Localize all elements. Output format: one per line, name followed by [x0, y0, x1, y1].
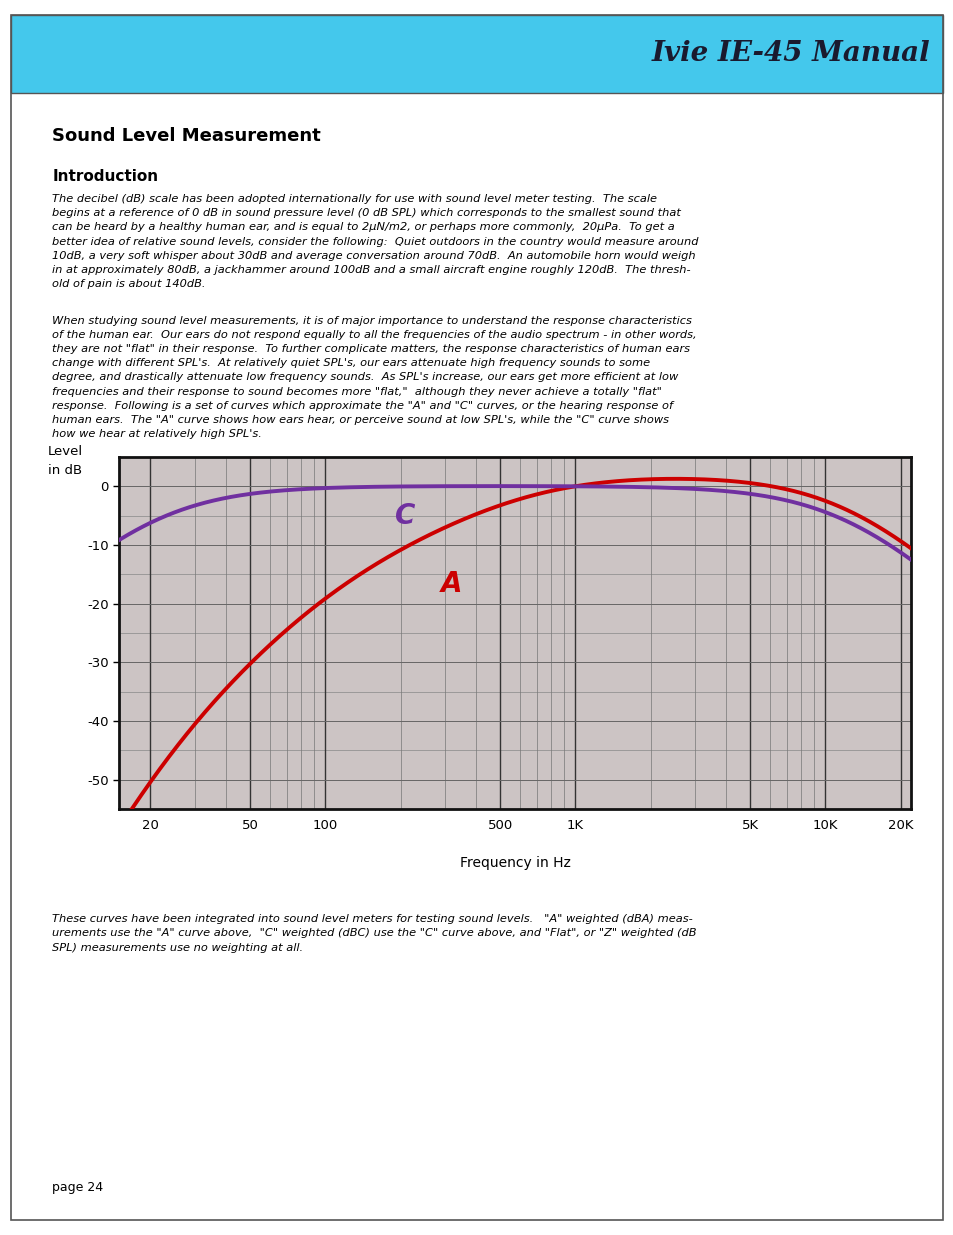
Text: Introduction: Introduction: [52, 169, 158, 184]
Text: begins at a reference of 0 dB in sound pressure level (0 dB SPL) which correspon: begins at a reference of 0 dB in sound p…: [52, 209, 680, 219]
Text: A: A: [440, 569, 462, 598]
Text: SPL) measurements use no weighting at all.: SPL) measurements use no weighting at al…: [52, 944, 303, 953]
Text: Level: Level: [48, 445, 83, 458]
Text: urements use the "A" curve above,  "C" weighted (dBC) use the "C" curve above, a: urements use the "A" curve above, "C" we…: [52, 929, 697, 939]
Text: how we hear at relatively high SPL's.: how we hear at relatively high SPL's.: [52, 430, 262, 440]
Text: The decibel (dB) scale has been adopted internationally for use with sound level: The decibel (dB) scale has been adopted …: [52, 194, 657, 204]
Text: These curves have been integrated into sound level meters for testing sound leve: These curves have been integrated into s…: [52, 914, 693, 924]
Text: degree, and drastically attenuate low frequency sounds.  As SPL's increase, our : degree, and drastically attenuate low fr…: [52, 373, 678, 383]
Text: in dB: in dB: [48, 464, 82, 478]
Text: old of pain is about 140dB.: old of pain is about 140dB.: [52, 279, 206, 289]
Text: Ivie IE-45 Manual: Ivie IE-45 Manual: [651, 41, 929, 67]
Text: of the human ear.  Our ears do not respond equally to all the frequencies of the: of the human ear. Our ears do not respon…: [52, 330, 697, 340]
Text: page 24: page 24: [52, 1181, 104, 1194]
Text: can be heard by a healthy human ear, and is equal to 2μN/m2, or perhaps more com: can be heard by a healthy human ear, and…: [52, 222, 675, 232]
Text: Frequency in Hz: Frequency in Hz: [459, 856, 570, 869]
Text: in at approximately 80dB, a jackhammer around 100dB and a small aircraft engine : in at approximately 80dB, a jackhammer a…: [52, 266, 690, 275]
Text: change with different SPL's.  At relatively quiet SPL's, our ears attenuate high: change with different SPL's. At relative…: [52, 358, 650, 368]
Text: 10dB, a very soft whisper about 30dB and average conversation around 70dB.  An a: 10dB, a very soft whisper about 30dB and…: [52, 251, 696, 261]
Text: frequencies and their response to sound becomes more "flat,"  although they neve: frequencies and their response to sound …: [52, 387, 661, 396]
Text: they are not "flat" in their response.  To further complicate matters, the respo: they are not "flat" in their response. T…: [52, 345, 690, 354]
Text: response.  Following is a set of curves which approximate the "A" and "C" curves: response. Following is a set of curves w…: [52, 401, 673, 411]
Text: C: C: [395, 503, 415, 530]
Text: human ears.  The "A" curve shows how ears hear, or perceive sound at low SPL's, : human ears. The "A" curve shows how ears…: [52, 415, 669, 425]
Text: better idea of relative sound levels, consider the following:  Quiet outdoors in: better idea of relative sound levels, co…: [52, 237, 699, 247]
Text: When studying sound level measurements, it is of major importance to understand : When studying sound level measurements, …: [52, 316, 692, 326]
Text: Sound Level Measurement: Sound Level Measurement: [52, 127, 321, 146]
